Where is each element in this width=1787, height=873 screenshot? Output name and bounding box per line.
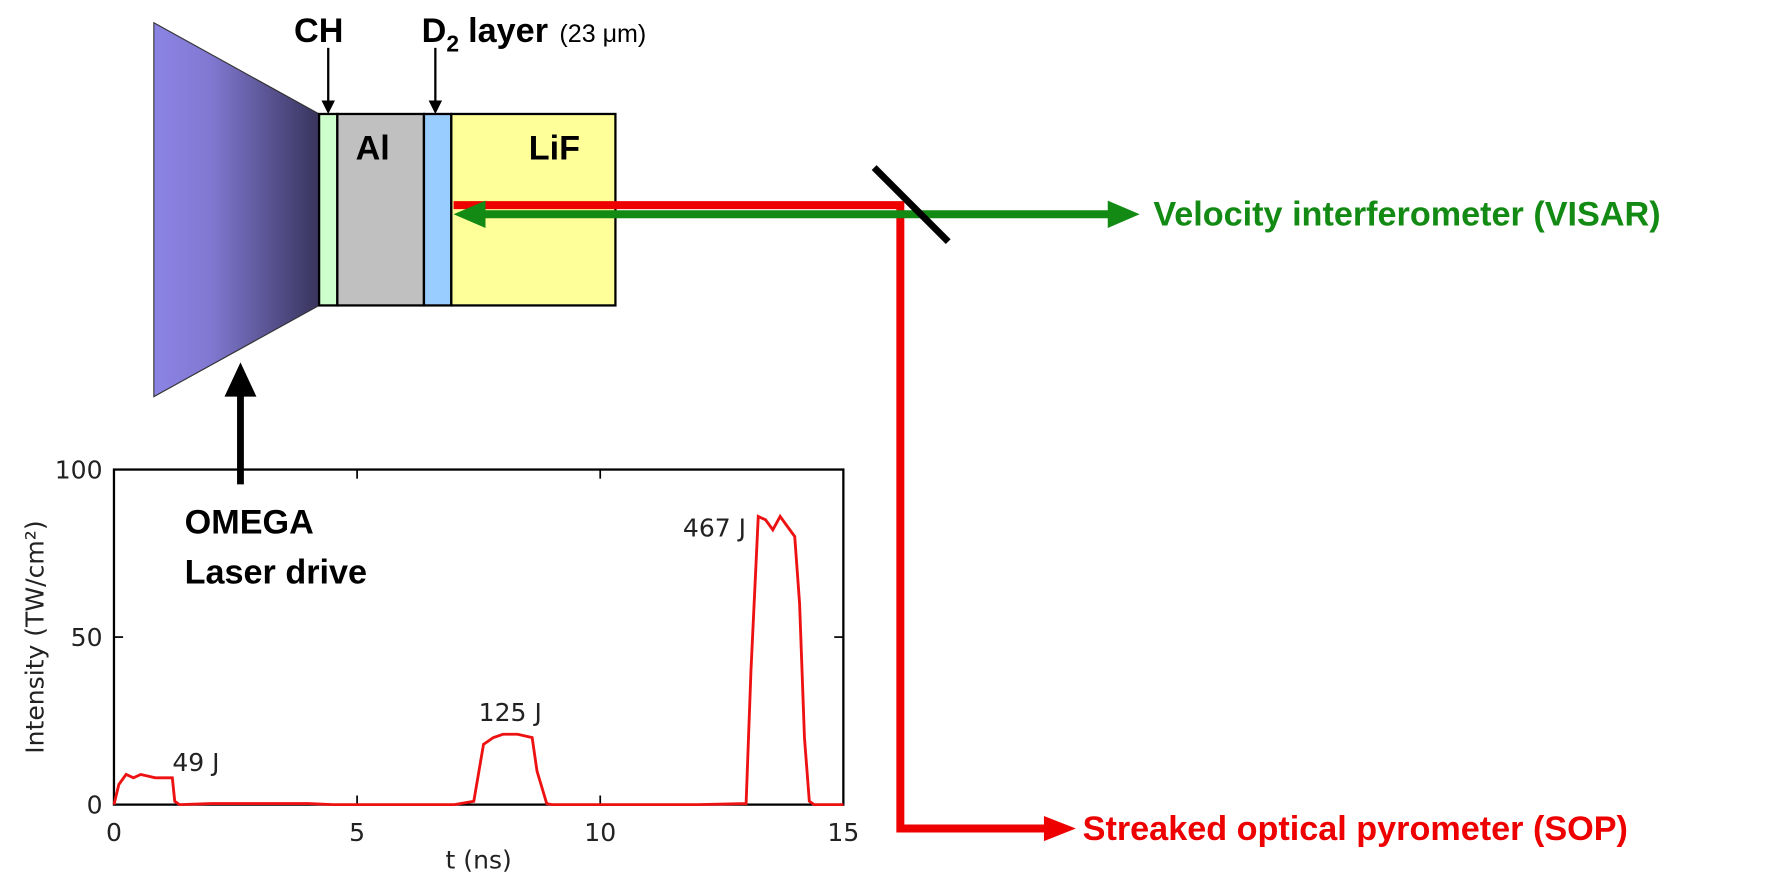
ch-label: CH	[294, 12, 343, 50]
sop-label: Streaked optical pyrometer (SOP)	[1083, 810, 1628, 848]
visar-arrowhead-right	[1107, 200, 1140, 228]
lif-label: LiF	[529, 130, 580, 168]
y-tick-label: 50	[71, 623, 103, 652]
visar-label: Velocity interferometer (VISAR)	[1153, 196, 1660, 234]
laser-cone	[153, 21, 320, 398]
y-tick-label: 0	[87, 791, 103, 820]
x-axis-label: t (ns)	[446, 845, 512, 873]
d2-thickness: (23 μm)	[559, 20, 646, 48]
x-tick-label: 10	[584, 818, 616, 847]
x-tick-label: 0	[106, 818, 122, 847]
d2-label: D2 layer (23 μm)	[422, 12, 647, 56]
sop-beam	[453, 201, 1047, 833]
annotation: 467 J	[683, 514, 746, 543]
annotation: 49 J	[172, 748, 219, 777]
y-axis-label: Intensity (TW/cm²)	[20, 520, 49, 753]
annotation: 125 J	[479, 698, 542, 727]
laser-label: OMEGA	[185, 503, 314, 541]
d2-symbol: D	[422, 12, 447, 50]
al-label: Al	[356, 130, 390, 168]
d2-subscript: 2	[446, 30, 459, 56]
d2-layer	[422, 112, 453, 307]
laser-arrowhead	[224, 362, 257, 397]
sop-arrowhead	[1043, 816, 1076, 842]
al-layer	[336, 112, 426, 307]
mirror	[871, 165, 951, 245]
ch-layer	[317, 112, 339, 307]
x-tick-label: 15	[827, 818, 859, 847]
laser-label: Laser drive	[185, 554, 367, 592]
x-tick-label: 5	[349, 818, 365, 847]
d2-layer-text: layer	[468, 12, 548, 50]
visar-arrowhead-left	[453, 200, 486, 228]
data-line	[112, 513, 844, 807]
y-tick-label: 100	[55, 456, 103, 485]
